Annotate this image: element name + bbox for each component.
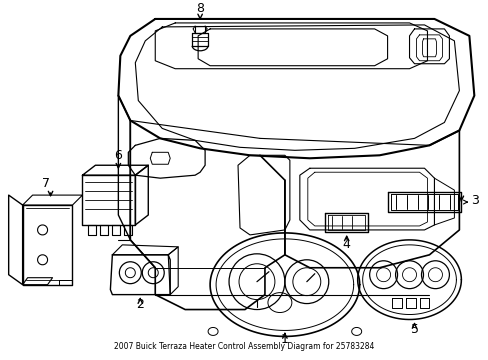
Text: 2007 Buick Terraza Heater Control Assembly Diagram for 25783284: 2007 Buick Terraza Heater Control Assemb… [114,342,374,351]
Text: 8: 8 [196,3,203,15]
Text: 3: 3 [470,194,478,207]
Text: 5: 5 [410,323,418,336]
Text: 6: 6 [114,149,122,162]
Text: 1: 1 [281,333,288,346]
Text: 4: 4 [342,238,350,251]
Text: 2: 2 [136,298,144,311]
Text: 7: 7 [41,177,49,190]
